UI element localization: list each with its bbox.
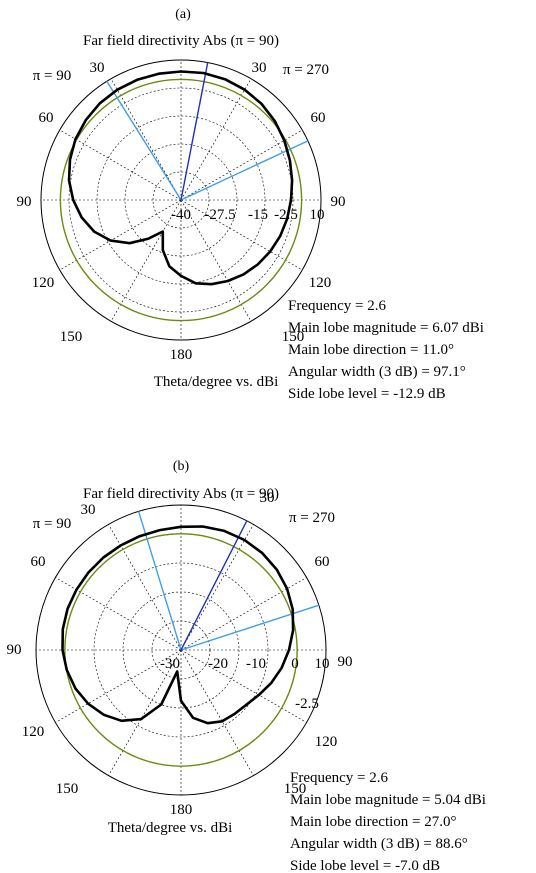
radial-tick-label: -2.5 bbox=[274, 207, 298, 223]
info-line: Angular width (3 dB) = 88.6° bbox=[290, 836, 468, 852]
info-line: Main lobe direction = 11.0° bbox=[288, 342, 454, 358]
grid-spoke bbox=[180, 129, 303, 201]
info-line: Frequency = 2.6 bbox=[288, 298, 387, 314]
radial-tick-label: -27.5 bbox=[204, 207, 235, 223]
grid-spoke bbox=[180, 649, 254, 776]
angle-label: 120 bbox=[315, 734, 338, 750]
angle-label: 90 bbox=[17, 194, 32, 210]
grid-spoke bbox=[180, 577, 307, 651]
angle-label: 150 bbox=[56, 781, 79, 797]
main-lobe-line bbox=[180, 520, 248, 651]
angle-label: 150 bbox=[282, 329, 305, 345]
grid-circle bbox=[93, 562, 269, 738]
main-lobe-line bbox=[180, 62, 209, 201]
chart-title: Far field directivity Abs (π = 90) bbox=[83, 486, 279, 502]
angle-label: 60 bbox=[31, 554, 46, 570]
angle-label: 30 bbox=[260, 490, 275, 506]
reference-circle bbox=[59, 78, 303, 322]
angle-label: 90 bbox=[331, 194, 346, 210]
grid-spoke bbox=[110, 199, 182, 322]
info-line: Main lobe direction = 27.0° bbox=[290, 814, 457, 830]
angle-label: 60 bbox=[39, 110, 54, 126]
info-line: Frequency = 2.6 bbox=[290, 770, 389, 786]
angle-label: 90 bbox=[338, 654, 353, 670]
angle-label: 30 bbox=[252, 60, 267, 76]
angle-label: 120 bbox=[309, 275, 332, 291]
grid-spoke bbox=[108, 524, 182, 651]
grid-spoke bbox=[180, 199, 303, 271]
phi-right-label: π = 270 bbox=[289, 510, 335, 526]
info-line: Side lobe level = -7.0 dB bbox=[290, 858, 440, 873]
grid-spoke bbox=[180, 78, 252, 201]
grid-spoke bbox=[59, 129, 182, 201]
panel-label: (a) bbox=[175, 7, 191, 22]
info-line: Angular width (3 dB) = 97.1° bbox=[288, 364, 466, 380]
polar-chart-a: (a)Far field directivity Abs (π = 90)π =… bbox=[17, 7, 484, 402]
radial-tick-label: 10 bbox=[310, 207, 325, 223]
angle-label: 150 bbox=[60, 329, 83, 345]
reference-circle bbox=[64, 533, 298, 767]
radial-tick-label: -15 bbox=[248, 207, 268, 223]
phi-left-label: π = 90 bbox=[33, 68, 72, 84]
info-line: Main lobe magnitude = 6.07 dBi bbox=[288, 320, 484, 336]
grid-spoke bbox=[55, 649, 182, 723]
info-line: Main lobe magnitude = 5.04 dBi bbox=[290, 792, 486, 808]
angle-label: 60 bbox=[311, 110, 326, 126]
beam-edge-line bbox=[180, 604, 320, 651]
grid-spoke bbox=[180, 199, 252, 322]
angle-label: 30 bbox=[81, 502, 96, 518]
angle-label: 60 bbox=[315, 554, 330, 570]
polar-chart-b: (b) Far field directivity Abs (π = 90) π =… bbox=[7, 459, 486, 873]
phi-left-label: π = 90 bbox=[33, 516, 72, 532]
angle-label: 180 bbox=[170, 802, 193, 818]
grid-spoke bbox=[180, 649, 307, 723]
grid-spoke bbox=[180, 524, 254, 651]
info-line: Side lobe level = -12.9 dB bbox=[288, 386, 446, 402]
phi-right-label: π = 270 bbox=[283, 62, 329, 78]
directivity-pattern bbox=[61, 525, 295, 725]
chart-title: Far field directivity Abs (π = 90) bbox=[83, 33, 279, 49]
grid-spoke bbox=[59, 199, 182, 271]
panel-label: (b) bbox=[173, 459, 190, 474]
directivity-pattern bbox=[67, 70, 294, 286]
axis-label: Theta/degree vs. dBi bbox=[108, 820, 233, 836]
radial-tick-label: -2.5 bbox=[295, 696, 319, 712]
angle-label: 120 bbox=[32, 275, 55, 291]
angle-label: 150 bbox=[284, 781, 307, 797]
radial-tick-label: -20 bbox=[208, 656, 228, 672]
angle-label: 90 bbox=[7, 642, 22, 658]
outer-circle bbox=[40, 59, 322, 341]
radial-tick-label: 0 bbox=[291, 656, 299, 672]
radial-tick-label: -10 bbox=[246, 656, 266, 672]
radial-tick-label: -30 bbox=[160, 656, 180, 672]
radial-tick-label: -40 bbox=[171, 207, 191, 223]
grid-spoke bbox=[110, 78, 182, 201]
angle-label: 30 bbox=[90, 60, 105, 76]
angle-label: 120 bbox=[22, 724, 45, 740]
beam-edge-line bbox=[106, 80, 182, 201]
axis-label: Theta/degree vs. dBi bbox=[154, 374, 279, 390]
grid-spoke bbox=[108, 649, 182, 776]
angle-label: 180 bbox=[170, 347, 193, 363]
radial-tick-label: 10 bbox=[315, 656, 330, 672]
